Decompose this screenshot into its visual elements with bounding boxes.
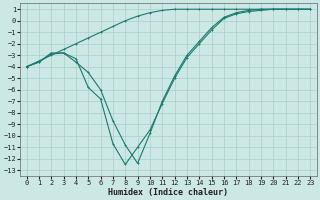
X-axis label: Humidex (Indice chaleur): Humidex (Indice chaleur) [108,188,228,197]
